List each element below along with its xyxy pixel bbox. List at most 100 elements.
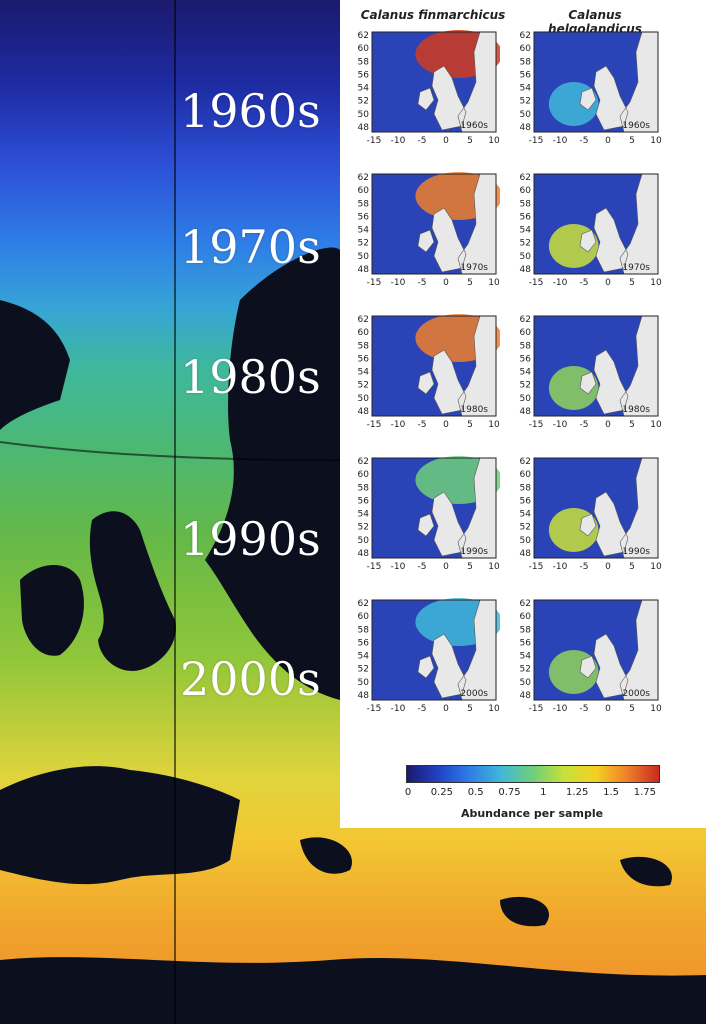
x-tick-label: -15 [367,136,382,146]
y-tick-label: 58 [358,57,370,67]
x-tick-label: 0 [443,704,449,714]
y-tick-label: 56 [520,212,532,222]
x-tick-label: 0 [605,420,611,430]
mini-map-decade-label: 1990s [460,547,488,557]
x-tick-label: 5 [467,562,473,572]
y-tick-label: 62 [520,457,531,467]
y-tick-label: 52 [358,523,369,533]
x-tick-label: -15 [529,704,544,714]
y-tick-label: 48 [358,265,370,275]
mini-map-land [579,457,659,559]
longitude-line [174,0,176,1024]
x-tick-label: -15 [367,704,382,714]
y-tick-label: 54 [358,652,370,662]
mini-map-finmarchicus-1970s: 62 60 58 56 54 52 50 48 -15 -10 -5 0 5 10 1970s [350,172,500,290]
mini-map-decade-label: 1960s [460,121,488,131]
colorbar: 0 0.25 0.5 0.75 1 1.25 1.5 1.75 Abundance per s… [404,765,660,825]
y-tick-label: 52 [358,239,369,249]
y-tick-label: 54 [520,84,532,94]
colorbar-tick: 1.25 [566,787,589,798]
x-tick-label: 10 [488,704,500,714]
x-tick-label: 5 [467,420,473,430]
mini-map-decade-label: 1980s [622,405,650,415]
y-tick-label: 54 [520,226,532,236]
colorbar-tick: 0.25 [430,787,453,798]
y-tick-label: 62 [520,173,531,183]
x-tick-label: 0 [605,704,611,714]
x-tick-label: -15 [367,562,382,572]
x-tick-label: 10 [650,136,662,146]
x-tick-label: -5 [418,420,427,430]
y-tick-label: 62 [520,599,531,609]
mini-map-decade-label: 1980s [460,405,488,415]
x-tick-label: 0 [605,136,611,146]
y-tick-label: 52 [520,665,531,675]
y-tick-label: 60 [520,44,532,54]
x-tick-label: 0 [443,562,449,572]
y-tick-label: 54 [358,84,370,94]
y-tick-label: 60 [520,470,532,480]
decade-label-1990s: 1990s [180,512,321,566]
y-tick-label: 50 [520,252,532,262]
decade-label-1960s: 1960s [180,84,321,138]
y-tick-label: 54 [520,368,532,378]
y-tick-label: 60 [358,612,370,622]
mini-map-frame [533,173,659,275]
y-tick-label: 58 [358,625,370,635]
x-tick-label: -15 [529,136,544,146]
mini-map-decade-label: 1990s [622,547,650,557]
y-tick-label: 52 [520,239,531,249]
colorbar-tick: 0 [404,787,412,798]
y-tick-label: 56 [520,496,532,506]
y-tick-label: 54 [520,510,532,520]
y-tick-label: 48 [520,123,532,133]
x-tick-label: 10 [650,420,662,430]
mini-map-decade-label: 2000s [622,689,650,699]
x-tick-label: -10 [391,278,406,288]
abundance-panel: Calanus finmarchicus Calanus helgolandic… [340,0,706,828]
y-tick-label: 54 [358,368,370,378]
column-title-finmarchicus: Calanus finmarchicus [360,8,506,22]
y-tick-label: 58 [520,57,532,67]
x-tick-label: -5 [418,136,427,146]
x-tick-label: -10 [553,562,568,572]
y-tick-label: 60 [358,44,370,54]
x-tick-label: 5 [629,704,635,714]
y-tick-label: 56 [520,354,532,364]
mini-map-helgolandicus-1970s: 62 60 58 56 54 52 50 48 -15 -10 -5 0 5 10 1970s [512,172,662,290]
y-tick-label: 58 [520,483,532,493]
x-tick-label: -10 [391,562,406,572]
y-tick-label: 48 [358,407,370,417]
y-tick-label: 50 [358,394,370,404]
y-tick-label: 60 [520,328,532,338]
mini-map-finmarchicus-2000s: 62 60 58 56 54 52 50 48 -15 -10 -5 0 5 10 2000s [350,598,500,716]
x-tick-label: -5 [580,420,589,430]
x-tick-label: 5 [629,420,635,430]
colorbar-tick: 0.5 [467,787,484,798]
x-tick-label: -5 [418,704,427,714]
x-tick-label: -5 [580,136,589,146]
mini-map-helgolandicus-1980s: 62 60 58 56 54 52 50 48 -15 -10 -5 0 5 10 1980s [512,314,662,432]
x-tick-label: -15 [367,420,382,430]
y-tick-label: 48 [520,549,532,559]
y-tick-label: 60 [520,186,532,196]
y-tick-label: 56 [520,638,532,648]
colorbar-gradient [406,765,660,783]
y-tick-label: 56 [358,638,370,648]
mini-map-frame [371,457,497,559]
y-tick-label: 56 [358,496,370,506]
x-tick-label: 5 [629,278,635,288]
y-tick-label: 58 [358,483,370,493]
mini-map-frame [371,315,497,417]
y-tick-label: 60 [520,612,532,622]
mini-map-finmarchicus-1980s: 62 60 58 56 54 52 50 48 -15 -10 -5 0 5 10 1980s [350,314,500,432]
x-tick-label: 10 [488,136,500,146]
x-tick-label: -5 [418,278,427,288]
y-tick-label: 56 [358,70,370,80]
x-tick-label: -10 [553,704,568,714]
y-tick-label: 48 [520,265,532,275]
y-tick-label: 62 [358,457,369,467]
x-tick-label: 5 [629,562,635,572]
y-tick-label: 62 [358,31,369,41]
